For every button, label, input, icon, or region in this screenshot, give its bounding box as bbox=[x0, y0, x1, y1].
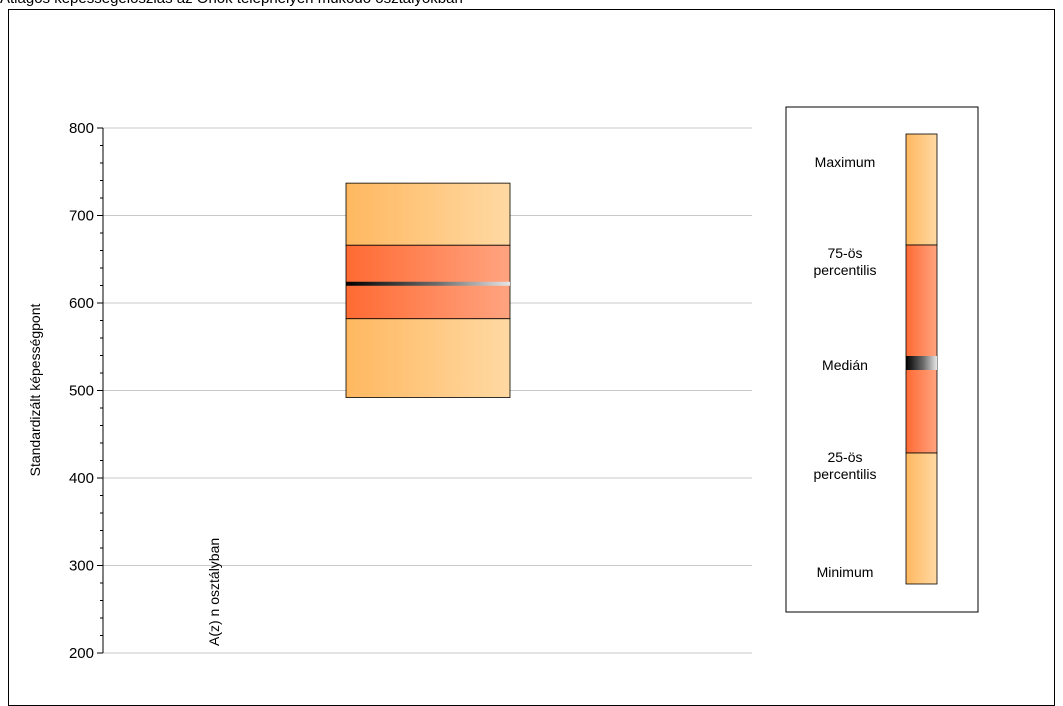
legend-label: 75-ös percentilis bbox=[813, 245, 876, 278]
box-lower-whisker-segment bbox=[345, 318, 511, 398]
y-tick-label: 800 bbox=[69, 120, 94, 137]
legend: Maximum 75-ös percentilis Medián 25-ös percen… bbox=[785, 106, 979, 613]
category-label: A(z) n osztályban bbox=[206, 538, 222, 646]
box-median-line bbox=[346, 281, 510, 286]
legend-bar bbox=[905, 133, 938, 585]
legend-box bbox=[785, 106, 979, 613]
legend-label: 25-ös percentilis bbox=[813, 449, 876, 482]
legend-label: Minimum bbox=[817, 564, 874, 580]
legend-inner-segment bbox=[905, 244, 938, 454]
box-upper-whisker-segment bbox=[345, 182, 511, 246]
boxes bbox=[345, 182, 511, 398]
y-axis-title: Standardizált képességpont bbox=[27, 304, 43, 477]
legend-label: Maximum bbox=[815, 154, 876, 170]
legend-lower-segment bbox=[905, 452, 938, 585]
y-tick-label: 700 bbox=[69, 208, 94, 225]
chart-title: Átlagos képességeloszlás az Önök telephe… bbox=[0, 0, 463, 8]
y-tick-label: 300 bbox=[69, 558, 94, 575]
y-axis: 200 300 400 500 600 700 800 bbox=[69, 120, 104, 662]
y-tick-label: 500 bbox=[69, 383, 94, 400]
y-tick-label: 600 bbox=[69, 295, 94, 312]
legend-label: Medián bbox=[822, 357, 868, 373]
legend-upper-segment bbox=[905, 133, 938, 246]
legend-labels: Maximum 75-ös percentilis Medián 25-ös percen… bbox=[813, 154, 876, 580]
y-tick-label: 200 bbox=[69, 645, 94, 662]
legend-median-mark bbox=[906, 356, 937, 370]
y-tick-label: 400 bbox=[69, 470, 94, 487]
